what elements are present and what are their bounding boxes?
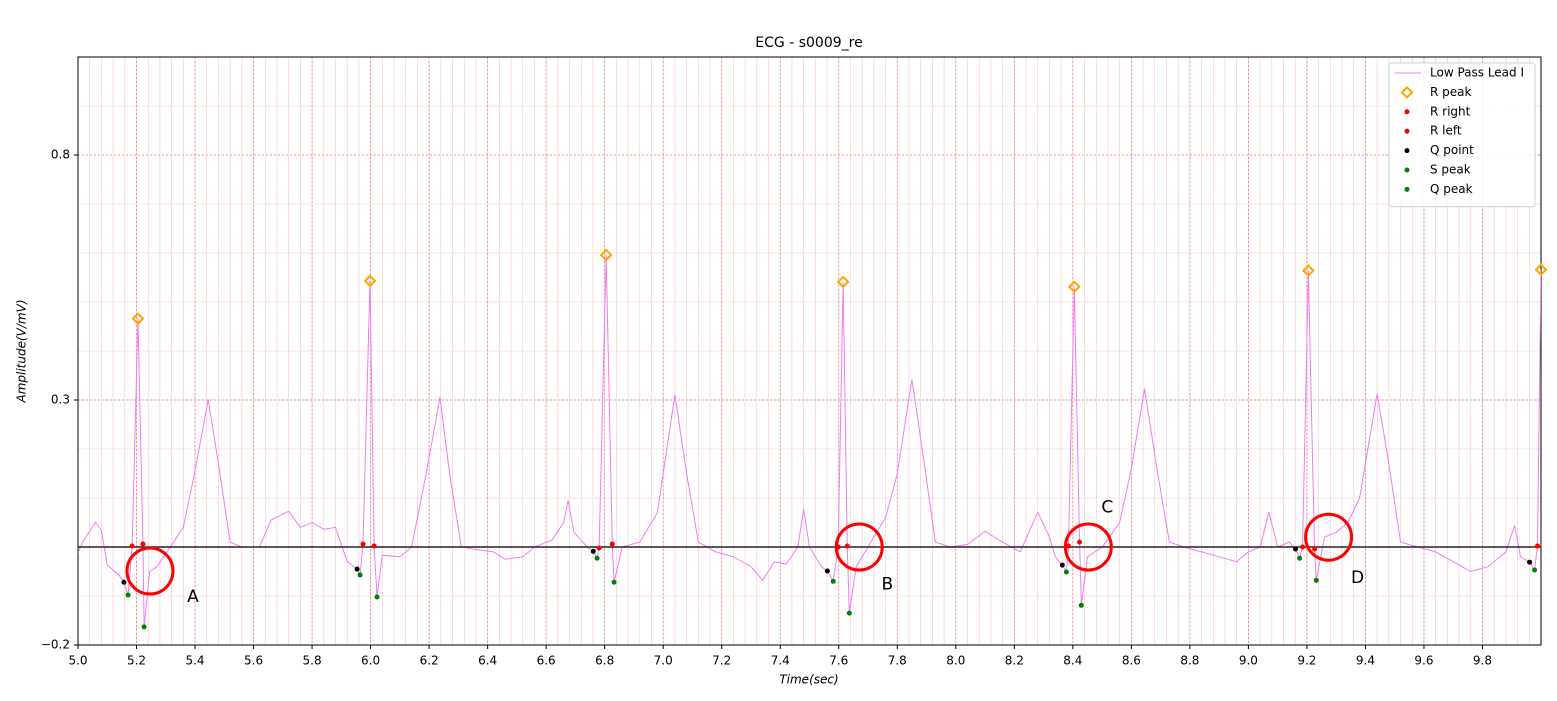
point-marker — [1313, 577, 1319, 583]
point-marker — [609, 541, 615, 547]
x-tick-label: 8.0 — [946, 654, 965, 668]
point-marker — [374, 594, 380, 600]
point-marker — [360, 541, 366, 547]
annotation-label: C — [1101, 497, 1113, 517]
y-tick-label: −0.2 — [41, 638, 70, 652]
x-tick-label: 9.6 — [1414, 654, 1433, 668]
annotation-label: D — [1351, 568, 1364, 588]
x-tick-label: 6.0 — [361, 654, 380, 668]
point-marker — [594, 555, 600, 561]
chart-title: ECG - s0009_re — [755, 35, 862, 51]
x-tick-label: 6.8 — [595, 654, 614, 668]
legend-swatch — [1404, 109, 1410, 115]
legend-label: S peak — [1430, 163, 1471, 177]
point-marker — [1534, 543, 1540, 549]
legend-box — [1388, 62, 1536, 208]
legend-label: Q peak — [1430, 182, 1473, 196]
ecg-line — [78, 254, 1541, 627]
annotation-label: B — [881, 575, 893, 595]
point-marker — [844, 543, 850, 549]
legend-swatch — [1404, 167, 1410, 173]
point-marker — [1300, 544, 1306, 550]
y-tick-label: 0.8 — [51, 148, 70, 162]
r-peak-marker — [1067, 280, 1081, 294]
x-tick-label: 6.2 — [420, 654, 439, 668]
y-axis-label: Amplitude(V/mV) — [15, 299, 29, 403]
point-marker — [846, 610, 852, 616]
legend-swatch — [1404, 148, 1410, 154]
annotation-circle — [1063, 522, 1113, 572]
x-tick-label: 8.4 — [1063, 654, 1082, 668]
point-marker — [1077, 539, 1083, 545]
point-marker — [1297, 555, 1303, 561]
point-marker — [354, 566, 360, 572]
x-tick-label: 5.4 — [185, 654, 204, 668]
x-tick-label: 8.2 — [1005, 654, 1024, 668]
x-tick-label: 9.0 — [1239, 654, 1258, 668]
plot-frame — [77, 56, 1542, 646]
x-axis-label: Time(sec) — [779, 673, 838, 687]
x-tick-label: 8.6 — [1122, 654, 1141, 668]
annotation-circle — [1304, 512, 1354, 562]
r-peak-marker — [1301, 264, 1315, 278]
x-tick-label: 6.4 — [478, 654, 497, 668]
x-tick-label: 5.6 — [244, 654, 263, 668]
legend-swatch — [1400, 85, 1414, 99]
r-peak-marker — [836, 275, 850, 289]
legend-label: Low Pass Lead I — [1430, 66, 1524, 80]
point-marker — [1078, 602, 1084, 608]
x-tick-label: 7.6 — [829, 654, 848, 668]
x-tick-label: 6.6 — [537, 654, 556, 668]
point-marker — [1063, 569, 1069, 575]
x-tick-label: 5.2 — [127, 654, 146, 668]
annotation-label: A — [187, 587, 199, 607]
point-marker — [1293, 546, 1299, 552]
x-tick-label: 9.8 — [1473, 654, 1492, 668]
annotation-circle — [834, 522, 884, 572]
x-tick-label: 9.4 — [1356, 654, 1375, 668]
point-marker — [125, 592, 131, 598]
point-marker — [1065, 543, 1071, 549]
legend-swatch — [1404, 186, 1410, 192]
annotation-circle — [125, 546, 175, 596]
r-peak-marker — [599, 248, 613, 262]
legend-label: R peak — [1430, 85, 1472, 99]
point-marker — [1532, 567, 1538, 573]
x-tick-label: 5.8 — [303, 654, 322, 668]
point-marker — [141, 624, 147, 630]
plot-area — [78, 254, 1541, 627]
legend-label: R right — [1430, 104, 1471, 118]
r-peak-marker — [363, 274, 377, 288]
point-marker — [824, 568, 830, 574]
point-marker — [129, 543, 135, 549]
point-marker — [830, 578, 836, 584]
x-tick-label: 9.2 — [1297, 654, 1316, 668]
x-tick-label: 7.0 — [654, 654, 673, 668]
y-tick-label: 0.3 — [51, 393, 70, 407]
x-tick-label: 7.8 — [888, 654, 907, 668]
point-marker — [371, 543, 377, 549]
r-peak-marker — [131, 312, 145, 326]
point-marker — [596, 545, 602, 551]
x-tick-label: 7.4 — [771, 654, 790, 668]
point-marker — [1059, 562, 1065, 568]
point-marker — [357, 572, 363, 578]
r-peak-marker — [1534, 263, 1548, 277]
x-tick-label: 7.2 — [712, 654, 731, 668]
point-marker — [1527, 559, 1533, 565]
point-marker — [121, 579, 127, 585]
point-marker — [140, 541, 146, 547]
point-marker — [611, 579, 617, 585]
legend-swatch — [1404, 128, 1410, 134]
point-marker — [590, 548, 596, 554]
legend-label: Q point — [1430, 143, 1474, 157]
point-marker — [1312, 546, 1318, 552]
x-tick-label: 8.8 — [1180, 654, 1199, 668]
legend-label: R left — [1430, 124, 1462, 138]
x-tick-label: 5.0 — [68, 654, 87, 668]
